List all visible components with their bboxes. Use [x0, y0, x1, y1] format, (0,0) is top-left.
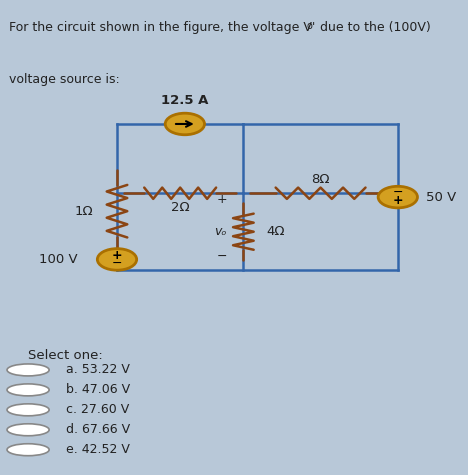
Text: −: − [217, 249, 227, 263]
Text: Select one:: Select one: [28, 349, 103, 361]
Text: o: o [307, 21, 313, 31]
Circle shape [165, 113, 205, 135]
Text: vₒ: vₒ [214, 225, 226, 238]
Text: −: − [393, 186, 403, 199]
Text: +: + [217, 193, 227, 206]
Text: 2Ω: 2Ω [171, 201, 190, 214]
Circle shape [7, 444, 49, 456]
Circle shape [378, 186, 417, 208]
Text: a. 53.22 V: a. 53.22 V [66, 363, 129, 376]
Text: 1Ω: 1Ω [75, 205, 94, 218]
Text: c. 27.60 V: c. 27.60 V [66, 403, 129, 416]
Text: e. 42.52 V: e. 42.52 V [66, 443, 129, 456]
Text: 8Ω: 8Ω [311, 172, 330, 186]
Text: 50 V: 50 V [426, 190, 456, 204]
Circle shape [7, 384, 49, 396]
Text: voltage source is:: voltage source is: [9, 73, 120, 86]
Text: 12.5 A: 12.5 A [161, 94, 209, 107]
Circle shape [97, 248, 137, 270]
Text: 4Ω: 4Ω [267, 225, 285, 238]
Text: 100 V: 100 V [38, 253, 77, 266]
Text: +: + [112, 248, 122, 262]
Text: b. 47.06 V: b. 47.06 V [66, 383, 130, 396]
Circle shape [7, 424, 49, 436]
Text: +: + [393, 194, 403, 208]
Text: −: − [112, 257, 122, 270]
Text: d. 67.66 V: d. 67.66 V [66, 423, 130, 436]
Circle shape [7, 404, 49, 416]
Text: For the circuit shown in the figure, the voltage V': For the circuit shown in the figure, the… [9, 21, 316, 34]
Text: due to the (100V): due to the (100V) [316, 21, 431, 34]
Circle shape [7, 364, 49, 376]
